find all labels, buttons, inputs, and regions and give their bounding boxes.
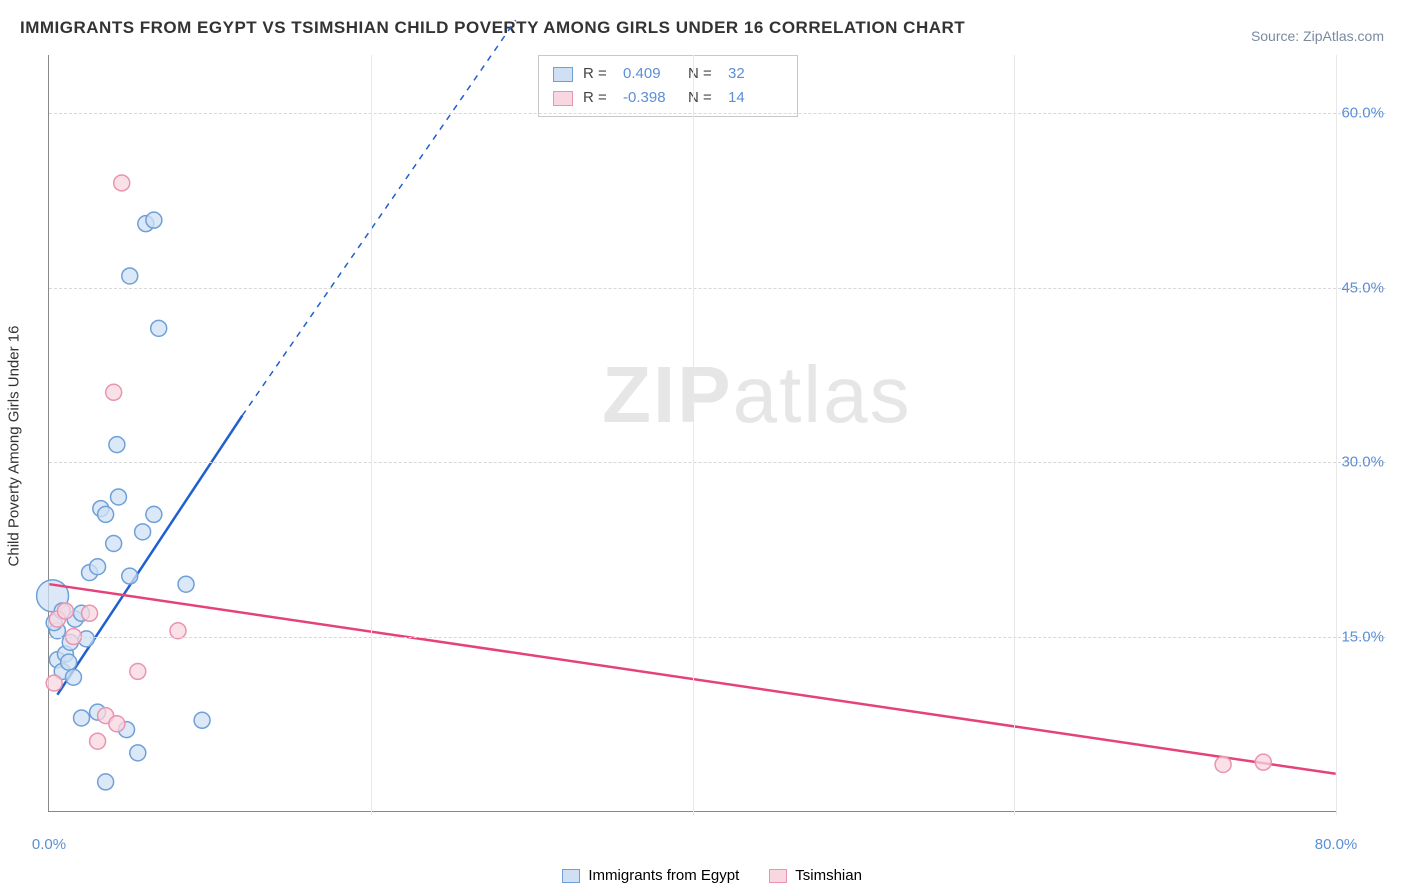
data-point xyxy=(46,675,62,691)
data-point xyxy=(109,437,125,453)
gridline-v xyxy=(1336,55,1337,815)
gridline-v xyxy=(693,55,694,815)
legend-swatch xyxy=(553,91,573,106)
data-point xyxy=(1215,756,1231,772)
data-point xyxy=(122,268,138,284)
legend-series: Immigrants from Egypt Tsimshian xyxy=(562,867,862,884)
data-point xyxy=(74,710,90,726)
x-tick-label: 80.0% xyxy=(1315,836,1358,853)
legend-swatch xyxy=(553,67,573,82)
y-tick-label: 45.0% xyxy=(1341,279,1384,296)
legend-row: R = -0.398 N = 14 xyxy=(553,86,783,110)
data-point xyxy=(122,568,138,584)
legend-r-value: -0.398 xyxy=(623,86,678,110)
legend-swatch xyxy=(562,869,580,883)
data-point xyxy=(57,603,73,619)
data-point xyxy=(194,712,210,728)
legend-row: R = 0.409 N = 32 xyxy=(553,62,783,86)
gridline-h xyxy=(49,113,1386,114)
legend-r-label: R = xyxy=(583,62,613,86)
data-point xyxy=(106,384,122,400)
chart-title: IMMIGRANTS FROM EGYPT VS TSIMSHIAN CHILD… xyxy=(20,18,965,38)
data-point xyxy=(1255,754,1271,770)
data-point xyxy=(90,559,106,575)
legend-n-value: 14 xyxy=(728,86,783,110)
legend-item: Immigrants from Egypt xyxy=(562,867,739,884)
data-point xyxy=(90,733,106,749)
y-tick-label: 15.0% xyxy=(1341,628,1384,645)
legend-n-value: 32 xyxy=(728,62,783,86)
y-axis-label: Child Poverty Among Girls Under 16 xyxy=(6,326,23,567)
chart-area: ZIPatlas R = 0.409 N = 32 R = -0.398 N =… xyxy=(48,55,1386,832)
legend-swatch xyxy=(769,869,787,883)
data-point xyxy=(82,605,98,621)
gridline-h xyxy=(49,637,1386,638)
data-point xyxy=(106,536,122,552)
data-point xyxy=(114,175,130,191)
legend-r-value: 0.409 xyxy=(623,62,678,86)
gridline-v xyxy=(1014,55,1015,815)
data-point xyxy=(98,774,114,790)
legend-label: Tsimshian xyxy=(795,867,862,884)
trend-line xyxy=(57,416,242,695)
x-tick-label: 0.0% xyxy=(32,836,66,853)
data-point xyxy=(151,320,167,336)
trend-line-extrapolated xyxy=(242,20,515,415)
legend-r-label: R = xyxy=(583,86,613,110)
data-point xyxy=(146,212,162,228)
data-point xyxy=(61,654,77,670)
data-point xyxy=(65,669,81,685)
legend-item: Tsimshian xyxy=(769,867,862,884)
data-point xyxy=(135,524,151,540)
data-point xyxy=(109,716,125,732)
legend-label: Immigrants from Egypt xyxy=(588,867,739,884)
gridline-h xyxy=(49,462,1386,463)
gridline-h xyxy=(49,288,1386,289)
plot-region: ZIPatlas R = 0.409 N = 32 R = -0.398 N =… xyxy=(48,55,1336,812)
data-point xyxy=(98,506,114,522)
data-point xyxy=(130,663,146,679)
gridline-v xyxy=(371,55,372,815)
data-point xyxy=(146,506,162,522)
legend-correlation: R = 0.409 N = 32 R = -0.398 N = 14 xyxy=(538,55,798,117)
data-point xyxy=(110,489,126,505)
y-tick-label: 30.0% xyxy=(1341,454,1384,471)
y-tick-label: 60.0% xyxy=(1341,105,1384,122)
data-point xyxy=(178,576,194,592)
data-point xyxy=(130,745,146,761)
source-label: Source: ZipAtlas.com xyxy=(1251,28,1384,44)
